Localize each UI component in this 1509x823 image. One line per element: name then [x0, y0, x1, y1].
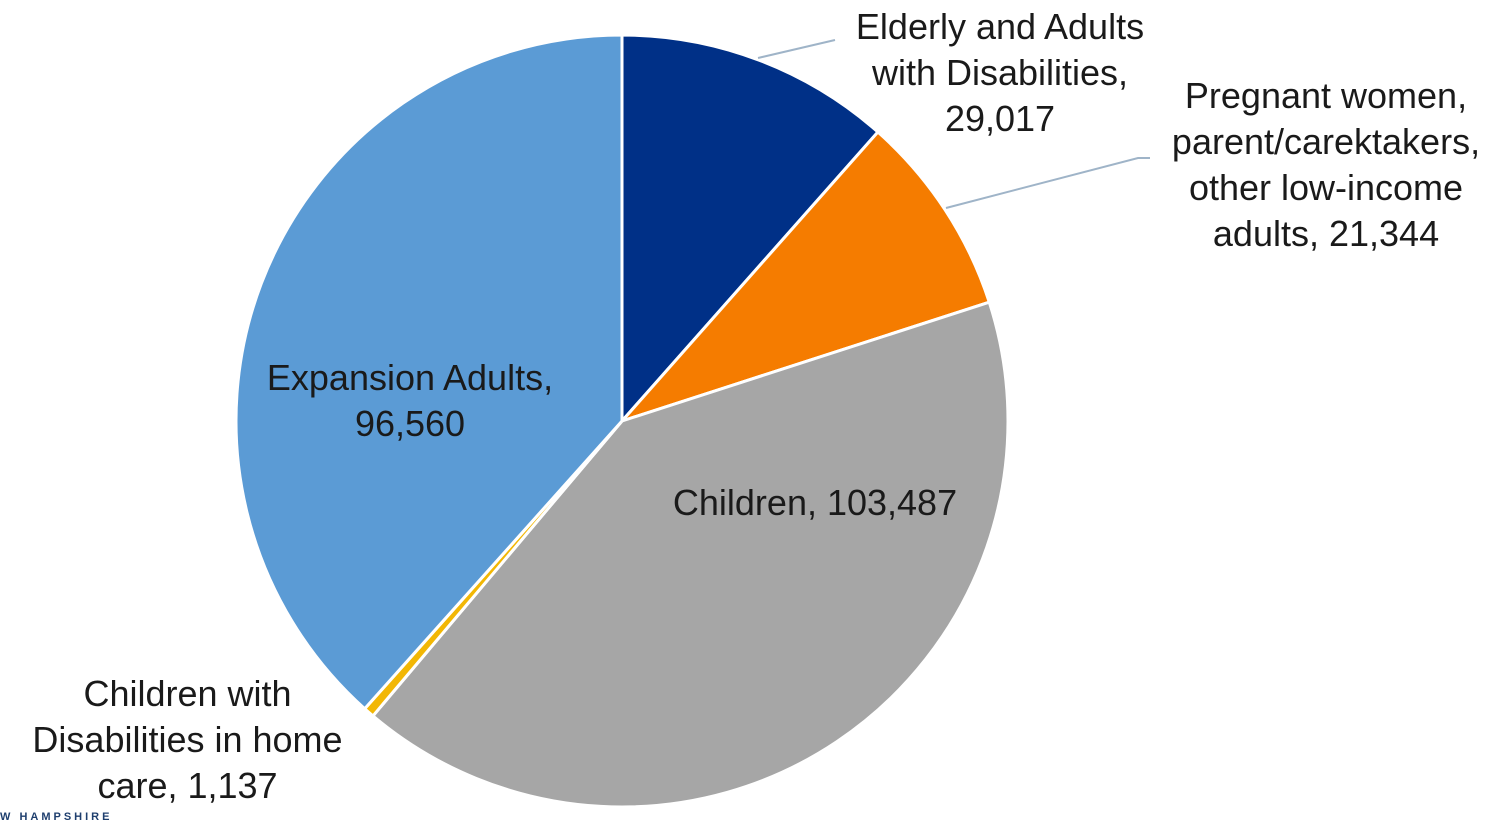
leader-line-pregnant	[945, 157, 1150, 209]
pie-slices	[234, 33, 1010, 809]
slice-label-children-disabilities: Children with Disabilities in home care,…	[32, 673, 343, 806]
slice-label-pregnant: Pregnant women, parent/carektakers, othe…	[1171, 75, 1481, 254]
leader-lines	[757, 39, 1150, 209]
leader-line-elderly	[757, 39, 836, 59]
pie-slice-0	[620, 33, 880, 423]
pie-slice-2	[371, 300, 1010, 809]
pie-slice-4	[234, 33, 624, 711]
pie-slice-1	[620, 130, 991, 423]
slice-label-children: Children, 103,487	[672, 482, 958, 523]
slice-label-elderly: Elderly and Adults with Disabilities, 29…	[855, 6, 1145, 139]
slice-label-expansion: Expansion Adults, 96,560	[266, 357, 554, 444]
footer-logo-text: W HAMPSHIRE	[0, 811, 113, 823]
